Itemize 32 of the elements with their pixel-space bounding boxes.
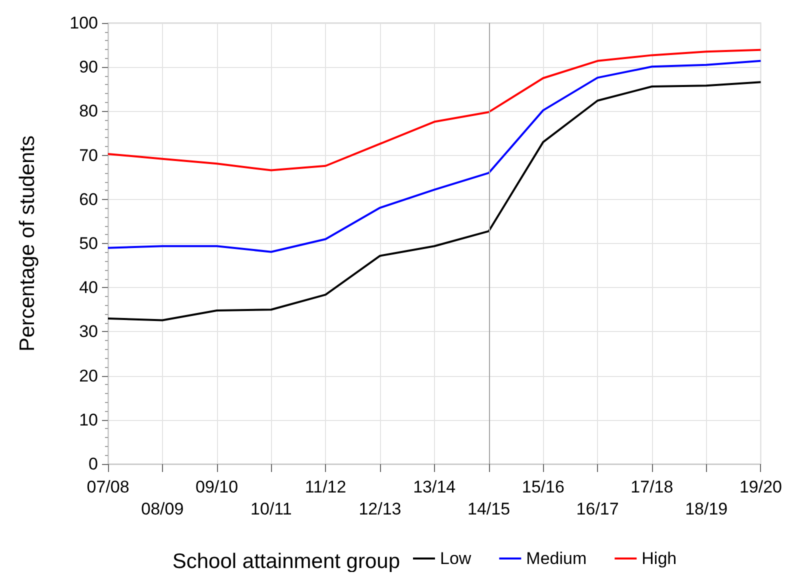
x-tick-label: 10/11 bbox=[250, 500, 292, 518]
legend-label: Medium bbox=[526, 549, 587, 568]
y-tick-label: 100 bbox=[70, 14, 98, 32]
y-tick-label: 20 bbox=[79, 366, 98, 386]
x-tick-label: 16/17 bbox=[576, 500, 619, 518]
x-tick-label: 13/14 bbox=[413, 478, 456, 496]
line-series bbox=[107, 60, 762, 253]
y-tick-label: 90 bbox=[79, 58, 98, 77]
x-tick-label: 09/10 bbox=[196, 478, 238, 496]
y-tick-label: 80 bbox=[79, 102, 98, 121]
x-tick-label: 12/13 bbox=[358, 500, 402, 518]
legend-label: High bbox=[642, 549, 677, 568]
x-tick-label: 18/19 bbox=[685, 500, 728, 518]
x-tick-label: 14/15 bbox=[467, 500, 510, 518]
y-tick-label: 40 bbox=[79, 278, 98, 298]
y-tick-label: 0 bbox=[88, 454, 98, 474]
x-tick-label: 17/18 bbox=[630, 478, 674, 496]
y-tick-label: 70 bbox=[79, 146, 98, 165]
y-tick-label: 60 bbox=[79, 190, 98, 209]
x-tick-label: 08/09 bbox=[141, 500, 184, 518]
x-tick-label: 15/16 bbox=[522, 478, 564, 496]
legend-label: Low bbox=[440, 549, 472, 568]
y-axis-title: Percentage of students bbox=[16, 136, 39, 352]
x-tick-label: 19/20 bbox=[739, 478, 782, 496]
legend-title: School attainment group bbox=[172, 550, 400, 573]
x-tick-label: 07/08 bbox=[86, 478, 130, 496]
y-tick-label: 50 bbox=[79, 234, 98, 253]
y-tick-label: 10 bbox=[79, 410, 98, 430]
x-tick-label: 11/12 bbox=[304, 478, 346, 496]
line-series bbox=[107, 81, 762, 322]
y-tick-label: 30 bbox=[79, 322, 98, 342]
line-series bbox=[107, 48, 762, 172]
